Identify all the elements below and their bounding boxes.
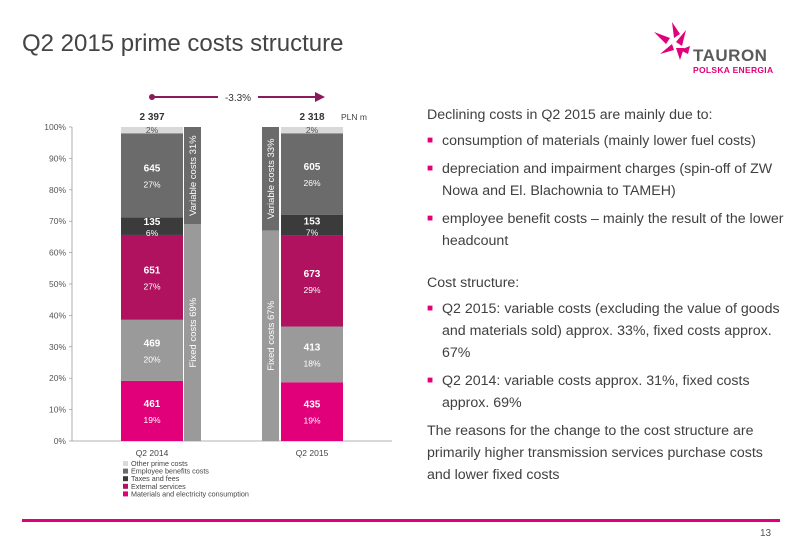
variable-costs-bar bbox=[184, 127, 201, 225]
y-tick-label: 10% bbox=[49, 405, 66, 415]
variable-costs-bar bbox=[262, 127, 279, 231]
value-label: 461 bbox=[144, 399, 161, 410]
x-tick-label: Q2 2014 bbox=[136, 448, 169, 458]
commentary: Declining costs in Q2 2015 are mainly du… bbox=[427, 104, 789, 486]
tauron-logo-icon bbox=[654, 22, 690, 60]
bar-segment bbox=[121, 127, 183, 134]
legend-swatch bbox=[123, 483, 128, 489]
value-label: 605 bbox=[304, 162, 321, 173]
declining-costs-list: ■ consumption of materials (mainly lower … bbox=[427, 130, 789, 252]
change-label: -3.3% bbox=[225, 93, 251, 104]
fixed-costs-label: Fixed costs 67% bbox=[266, 300, 277, 370]
value-label: 469 bbox=[144, 338, 161, 349]
bar-segment bbox=[121, 380, 183, 441]
total-label: 2 318 bbox=[299, 112, 324, 123]
cost-structure-list: ■ Q2 2015: variable costs (excluding the … bbox=[427, 298, 789, 414]
share-label: 2% bbox=[306, 125, 319, 135]
share-label: 29% bbox=[303, 285, 320, 295]
share-label: 19% bbox=[143, 415, 160, 425]
fixed-costs-bar bbox=[184, 224, 201, 441]
legend-swatch bbox=[123, 476, 128, 482]
list-item: ■ Q2 2014: variable costs approx. 31%, fi… bbox=[427, 370, 789, 414]
bar-segment bbox=[281, 382, 343, 441]
value-label: 153 bbox=[304, 216, 321, 227]
bullet-icon: ■ bbox=[427, 135, 434, 146]
y-tick-label: 90% bbox=[49, 153, 66, 163]
y-tick-label: 50% bbox=[49, 279, 66, 289]
list-item: ■ depreciation and impairment charges (sp… bbox=[427, 158, 789, 202]
share-label: 20% bbox=[143, 354, 160, 364]
unit-label: PLN m bbox=[341, 112, 367, 122]
footer-divider bbox=[22, 519, 780, 522]
y-tick-label: 30% bbox=[49, 342, 66, 352]
fixed-costs-label: Fixed costs 69% bbox=[188, 297, 199, 367]
legend-label: Other prime costs bbox=[131, 459, 188, 468]
legend-label: External services bbox=[131, 482, 186, 491]
legend-label: Taxes and fees bbox=[131, 474, 180, 483]
y-tick-label: 100% bbox=[44, 122, 66, 132]
share-label: 26% bbox=[303, 178, 320, 188]
change-arrow-start bbox=[149, 94, 155, 100]
share-label: 19% bbox=[303, 416, 320, 426]
bullet-icon: ■ bbox=[427, 213, 434, 224]
share-label: 7% bbox=[306, 227, 319, 237]
bar-segment bbox=[121, 234, 183, 320]
value-label: 135 bbox=[144, 217, 161, 228]
logo-subtitle: POLSKA ENERGIA bbox=[693, 65, 774, 75]
bar-segment bbox=[281, 127, 343, 134]
y-tick-label: 20% bbox=[49, 373, 66, 383]
legend-swatch bbox=[123, 468, 128, 474]
bar-segment bbox=[281, 326, 343, 383]
share-label: 6% bbox=[146, 228, 159, 238]
slide-title: Q2 2015 prime costs structure bbox=[22, 30, 344, 57]
y-tick-label: 0% bbox=[54, 436, 67, 446]
conclusion-text: The reasons for the change to the cost s… bbox=[427, 423, 763, 483]
legend-label: Materials and electricity consumption bbox=[131, 489, 249, 498]
value-label: 673 bbox=[304, 269, 321, 280]
logo-name: TAURON bbox=[693, 46, 768, 65]
list-item: ■ Q2 2015: variable costs (excluding the … bbox=[427, 298, 789, 364]
variable-costs-label: Variable costs 31% bbox=[188, 135, 199, 216]
y-tick-label: 60% bbox=[49, 248, 66, 258]
value-label: 413 bbox=[304, 342, 321, 353]
share-label: 18% bbox=[303, 358, 320, 368]
x-tick-label: Q2 2015 bbox=[296, 448, 329, 458]
share-label: 2% bbox=[146, 125, 159, 135]
value-label: 651 bbox=[144, 265, 161, 276]
change-label-bg bbox=[218, 89, 258, 105]
bar-segment bbox=[281, 133, 343, 215]
bullet-icon: ■ bbox=[427, 163, 434, 174]
value-label: 435 bbox=[304, 400, 321, 411]
legend-swatch bbox=[123, 491, 128, 497]
fixed-costs-bar bbox=[262, 230, 279, 441]
variable-costs-label: Variable costs 33% bbox=[266, 138, 277, 219]
legend-swatch bbox=[123, 461, 128, 466]
change-arrow-head bbox=[315, 92, 325, 102]
heading-declining-costs: Declining costs in Q2 2015 are mainly du… bbox=[427, 107, 713, 123]
heading-cost-structure: Cost structure: bbox=[427, 275, 520, 291]
bar-segment bbox=[121, 133, 183, 218]
bar-segment bbox=[121, 217, 183, 235]
bar-segment bbox=[281, 214, 343, 236]
share-label: 27% bbox=[143, 281, 160, 291]
bullet-icon: ■ bbox=[427, 375, 434, 386]
bullet-icon: ■ bbox=[427, 303, 434, 314]
y-tick-label: 80% bbox=[49, 185, 66, 195]
share-label: 27% bbox=[143, 179, 160, 189]
bar-segment bbox=[121, 319, 183, 381]
page-number: 13 bbox=[760, 528, 772, 539]
total-label: 2 397 bbox=[139, 112, 164, 123]
y-tick-label: 70% bbox=[49, 216, 66, 226]
value-label: 645 bbox=[144, 163, 161, 174]
legend-label: Employee benefits costs bbox=[131, 467, 209, 476]
list-item: ■ employee benefit costs – mainly the res… bbox=[427, 208, 789, 252]
y-tick-label: 40% bbox=[49, 310, 66, 320]
bar-segment bbox=[281, 235, 343, 327]
list-item: ■ consumption of materials (mainly lower … bbox=[427, 130, 789, 152]
prime-costs-chart: 0% 10% 20% 30% 40% 50% 60% 70% 80% 90% 100% 461 19% 4… bbox=[44, 89, 392, 498]
